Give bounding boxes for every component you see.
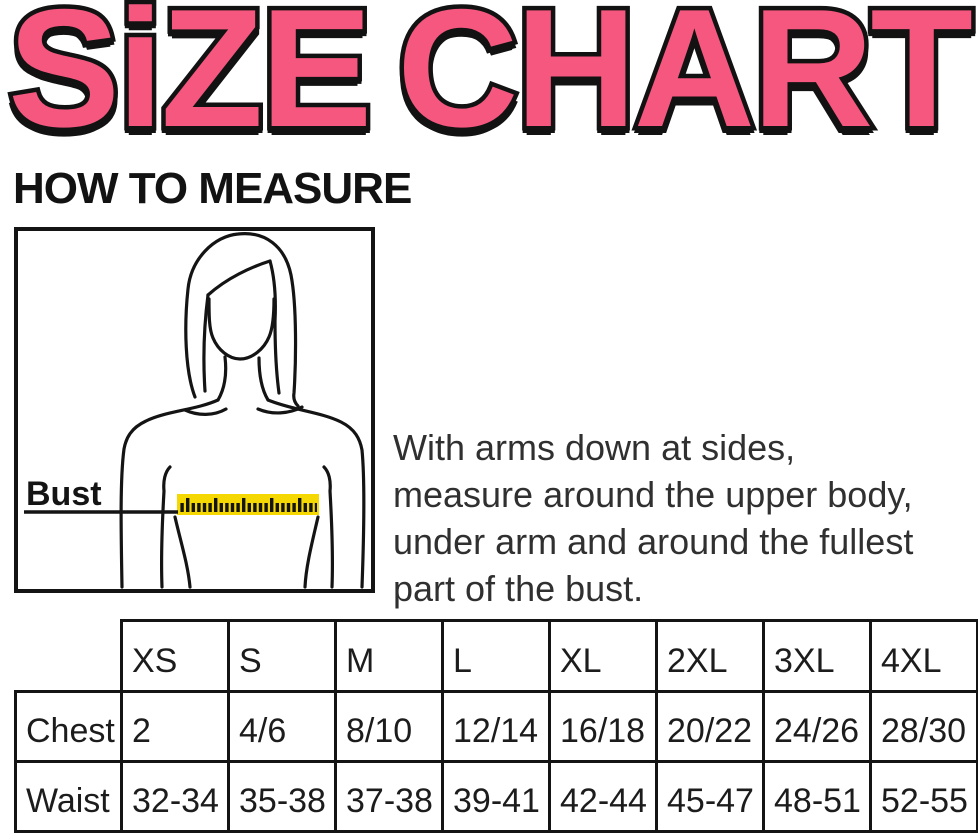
size-table: XS S M L XL 2XL 3XL 4XL Chest 2 4/6 8/10… (14, 619, 978, 833)
chest-value-cell: 4/6 (227, 690, 337, 763)
size-column-header: XL (548, 619, 658, 693)
row-label-waist: Waist (14, 760, 123, 833)
waist-value-cell: 45-47 (655, 760, 765, 833)
title-word-size: SiZE (3, 0, 376, 162)
waist-value-cell: 39-41 (441, 760, 551, 833)
measurement-figure-box: Bust (14, 227, 375, 593)
size-column-header: 3XL (762, 619, 872, 693)
page-title: SiZE CHART (0, 0, 978, 164)
waist-value-cell: 35-38 (227, 760, 337, 833)
chest-value-cell: 20/22 (655, 690, 765, 763)
chest-value-cell: 24/26 (762, 690, 872, 763)
waist-value-cell: 48-51 (762, 760, 872, 833)
chest-value-cell: 12/14 (441, 690, 551, 763)
waist-value-cell: 52-55 (869, 760, 978, 833)
instruction-line: part of the bust. (393, 568, 644, 609)
chest-value-cell: 28/30 (869, 690, 978, 763)
bust-label: Bust (26, 475, 102, 513)
title-word-chart: CHART (393, 0, 978, 162)
body-outline (119, 232, 366, 589)
measuring-tape-ticks (179, 494, 317, 515)
size-column-header: S (227, 619, 337, 693)
waist-value-cell: 32-34 (120, 760, 230, 833)
instruction-line: With arms down at sides, (393, 427, 796, 468)
row-label-chest: Chest (14, 690, 123, 763)
chest-value-cell: 8/10 (334, 690, 444, 763)
waist-value-cell: 42-44 (548, 760, 658, 833)
size-column-header: 4XL (869, 619, 978, 693)
instruction-line: measure around the upper body, (393, 474, 913, 515)
size-column-header: XS (120, 619, 230, 693)
waist-row: Waist 32-34 35-38 37-38 39-41 42-44 45-4… (14, 760, 978, 833)
chest-value-cell: 2 (120, 690, 230, 763)
chest-row: Chest 2 4/6 8/10 12/14 16/18 20/22 24/26… (14, 690, 978, 763)
instructions-paragraph: With arms down at sides, measure around … (393, 424, 978, 612)
size-table-header-row: XS S M L XL 2XL 3XL 4XL (16, 619, 978, 693)
woman-figure-illustration: Bust (24, 232, 366, 589)
size-column-header: M (334, 619, 444, 693)
chest-value-cell: 16/18 (548, 690, 658, 763)
how-to-measure-heading: HOW TO MEASURE (13, 164, 412, 213)
size-column-header: L (441, 619, 551, 693)
table-corner-blank (16, 621, 122, 692)
waist-value-cell: 37-38 (334, 760, 444, 833)
size-column-header: 2XL (655, 619, 765, 693)
instruction-line: under arm and around the fullest (393, 521, 914, 562)
